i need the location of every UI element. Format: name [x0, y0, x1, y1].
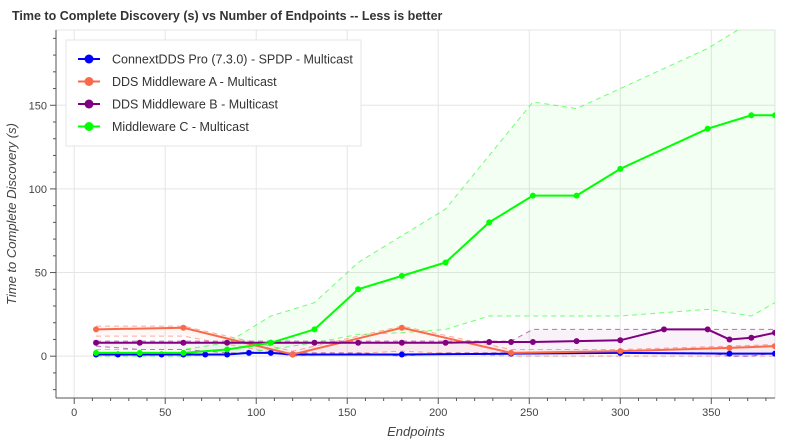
x-tick-label: 100 — [247, 407, 265, 419]
point-series-1 — [617, 348, 624, 355]
legend: ConnextDDS Pro (7.3.0) - SPDP - Multicas… — [65, 39, 362, 147]
upper-bound-series-3 — [96, 30, 739, 350]
point-series-3 — [529, 192, 536, 199]
point-series-0 — [398, 351, 405, 358]
point-series-1 — [726, 344, 733, 351]
x-tick-label: 350 — [702, 407, 720, 419]
legend-swatch-marker — [84, 54, 94, 64]
point-series-2 — [660, 326, 667, 333]
point-series-2 — [136, 339, 143, 346]
point-series-2 — [93, 339, 100, 346]
point-series-1 — [93, 326, 100, 333]
y-tick-label: 50 — [35, 268, 47, 280]
point-series-3 — [180, 349, 187, 356]
point-series-2 — [573, 338, 580, 345]
point-series-3 — [486, 219, 493, 226]
point-series-0 — [772, 350, 775, 357]
point-series-0 — [726, 350, 733, 357]
point-series-2 — [224, 339, 231, 346]
upper-bound-series-1 — [96, 325, 775, 352]
series-lines — [93, 112, 775, 358]
point-series-2 — [355, 339, 362, 346]
y-tick-label: 0 — [41, 351, 47, 363]
legend-entry-label: DDS Middleware A - Multicast — [112, 75, 277, 89]
chart-title: Time to Complete Discovery (s) vs Number… — [12, 9, 443, 23]
point-series-3 — [442, 259, 449, 266]
point-series-3 — [772, 112, 775, 119]
point-series-3 — [311, 326, 318, 333]
x-tick-label: 50 — [159, 407, 171, 419]
point-series-2 — [529, 338, 536, 345]
point-series-2 — [617, 337, 624, 344]
point-series-2 — [442, 339, 449, 346]
point-series-0 — [202, 351, 209, 358]
point-series-3 — [267, 339, 274, 346]
point-series-2 — [726, 336, 733, 343]
point-series-3 — [224, 346, 231, 353]
x-tick-label: 250 — [520, 407, 538, 419]
legend-swatch-marker — [84, 122, 94, 131]
point-series-2 — [508, 338, 515, 345]
x-tick-label: 200 — [429, 407, 447, 419]
point-series-2 — [180, 339, 187, 346]
point-series-2 — [748, 334, 755, 341]
legend-box — [65, 39, 362, 147]
point-series-0 — [245, 349, 252, 356]
point-series-2 — [704, 326, 711, 333]
legend-entry-label: DDS Middleware B - Multicast — [112, 98, 279, 112]
point-series-3 — [355, 286, 362, 293]
x-tick-label: 0 — [71, 407, 77, 419]
point-series-2 — [772, 329, 775, 336]
point-series-3 — [93, 349, 100, 356]
x-tick-label: 150 — [338, 407, 356, 419]
point-series-2 — [311, 339, 318, 346]
point-series-1 — [772, 343, 775, 350]
point-series-1 — [398, 324, 405, 331]
legend-entry-label: ConnextDDS Pro (7.3.0) - SPDP - Multicas… — [112, 53, 353, 67]
legend-entry-label: Middleware C - Multicast — [112, 120, 249, 134]
line-series-3 — [96, 114, 775, 354]
point-series-3 — [748, 112, 755, 119]
point-series-3 — [617, 165, 624, 172]
point-series-0 — [267, 349, 274, 356]
y-tick-label: 150 — [29, 100, 47, 112]
axes: 0 50 100 150 200 250 300 350 0 50 100 150 — [29, 30, 775, 419]
point-series-1 — [289, 351, 296, 358]
point-series-0 — [224, 351, 231, 358]
point-series-2 — [398, 339, 405, 346]
x-tick-label: 300 — [611, 407, 629, 419]
point-series-3 — [398, 272, 405, 279]
legend-swatch-marker — [84, 99, 94, 109]
point-series-3 — [704, 125, 711, 132]
point-series-2 — [486, 338, 493, 345]
point-series-3 — [136, 349, 143, 356]
point-series-3 — [573, 192, 580, 199]
y-axis-label: Time to Complete Discovery (s) — [4, 123, 19, 305]
x-axis-label: Endpoints — [387, 424, 445, 439]
band-series-3 — [96, 30, 775, 357]
line-series-1 — [96, 326, 775, 356]
y-tick-label: 100 — [29, 184, 47, 196]
point-series-1 — [508, 349, 515, 356]
legend-swatch-marker — [84, 77, 94, 86]
point-series-1 — [180, 324, 187, 331]
